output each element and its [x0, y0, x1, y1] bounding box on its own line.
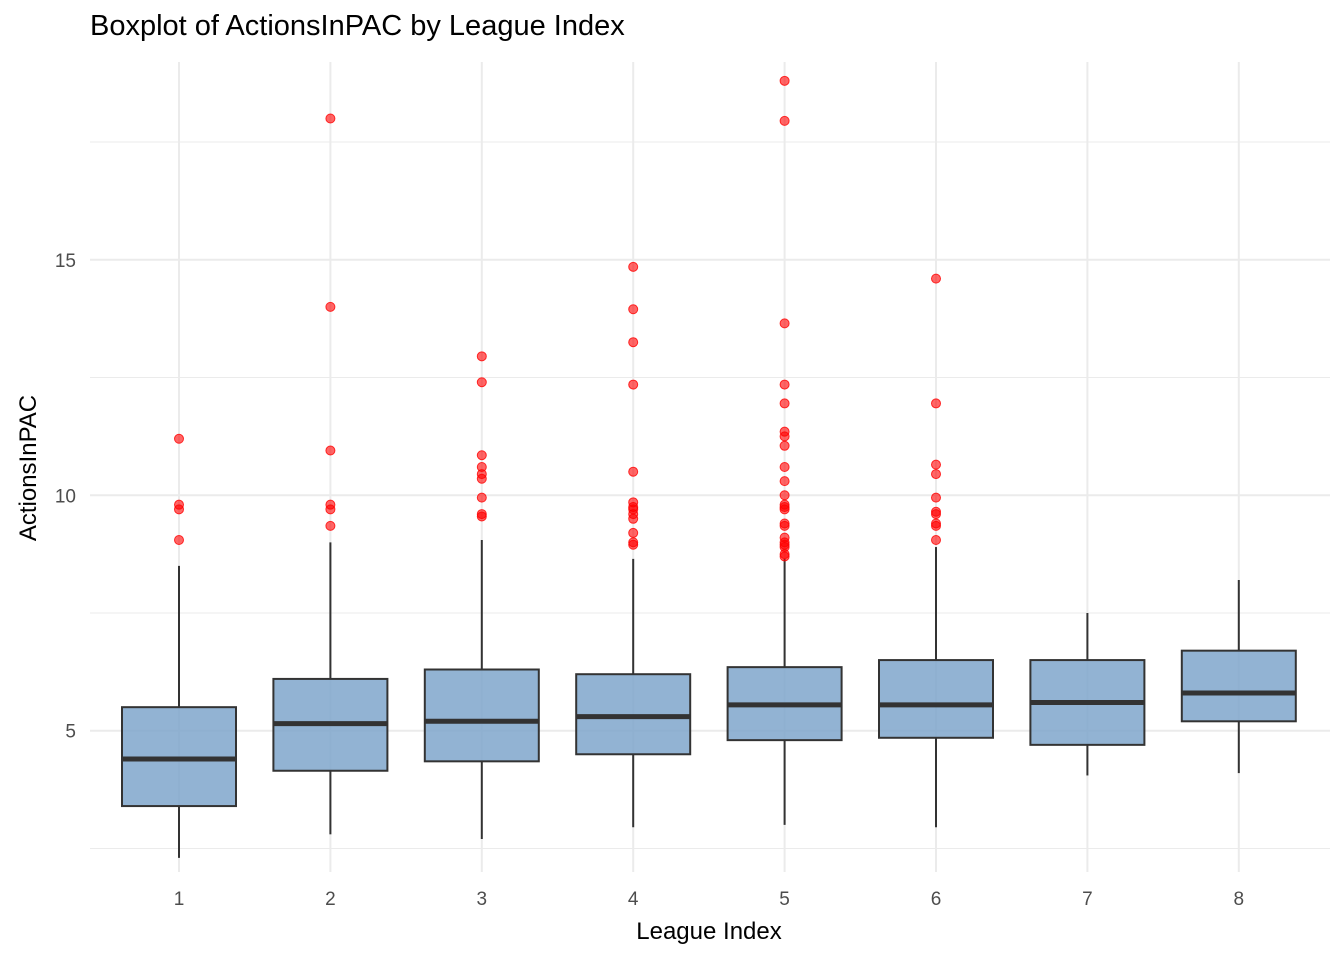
outlier-point — [779, 115, 790, 126]
iqr-box — [878, 659, 994, 739]
outlier-point — [476, 450, 487, 461]
outlier-point — [628, 304, 639, 315]
outlier-point — [779, 75, 790, 86]
x-tick-label: 7 — [1082, 889, 1093, 910]
box-layer — [121, 539, 1297, 858]
outlier-layer — [174, 75, 941, 562]
outlier-point — [931, 459, 941, 470]
box-group — [1029, 612, 1146, 776]
x-tick-label: 8 — [1234, 889, 1245, 910]
box-group — [575, 558, 692, 828]
outlier-point — [628, 527, 639, 538]
outlier-point — [779, 476, 790, 487]
y-tick-label: 5 — [65, 722, 76, 743]
outlier-point — [325, 445, 336, 456]
outlier-point — [628, 337, 639, 348]
tick-layer: 5 10 15 1 2 3 4 5 6 7 8 — [55, 251, 1244, 910]
box-group — [878, 547, 994, 828]
outlier-point — [779, 551, 790, 562]
outlier-point — [174, 504, 184, 515]
outlier-point — [931, 492, 941, 503]
box-group — [121, 565, 237, 858]
outlier-point — [174, 433, 184, 444]
chart-title: Boxplot of ActionsInPAC by League Index — [90, 10, 625, 42]
outlier-point — [476, 351, 487, 362]
outlier-point — [779, 431, 790, 442]
outlier-point — [325, 113, 336, 124]
y-tick-label: 10 — [55, 486, 76, 507]
outlier-point — [476, 511, 487, 522]
outlier-point — [779, 440, 790, 451]
outlier-point — [779, 318, 790, 329]
outlier-point — [476, 473, 487, 484]
x-axis-title: League Index — [636, 918, 781, 945]
outlier-point — [174, 534, 184, 545]
outlier-point — [628, 539, 639, 550]
outlier-point — [931, 273, 941, 284]
outlier-point — [931, 398, 941, 409]
x-tick-label: 2 — [325, 889, 336, 910]
outlier-point — [628, 466, 639, 477]
outlier-point — [931, 469, 941, 480]
outlier-point — [779, 462, 790, 472]
box-group — [272, 542, 389, 835]
outlier-point — [325, 520, 336, 531]
outlier-point — [325, 301, 336, 312]
x-tick-label: 3 — [477, 889, 488, 910]
outlier-point — [779, 398, 790, 409]
outlier-point — [476, 377, 487, 388]
outlier-point — [931, 520, 941, 531]
box-group — [1180, 580, 1297, 774]
iqr-box — [423, 668, 540, 763]
x-tick-label: 5 — [779, 889, 790, 910]
x-tick-label: 6 — [931, 889, 942, 910]
outlier-point — [628, 261, 639, 272]
iqr-box — [1180, 649, 1297, 723]
x-tick-label: 1 — [174, 889, 185, 910]
outlier-point — [628, 513, 639, 524]
x-tick-label: 4 — [628, 889, 639, 910]
box-group — [423, 539, 540, 840]
outlier-point — [628, 379, 639, 390]
y-axis-title: ActionsInPAC — [15, 395, 42, 541]
outlier-point — [779, 520, 790, 531]
outlier-point — [931, 509, 941, 520]
y-tick-label: 15 — [55, 251, 76, 272]
outlier-point — [779, 379, 790, 390]
outlier-point — [325, 504, 336, 515]
outlier-point — [779, 504, 790, 515]
outlier-point — [931, 534, 941, 545]
box-group — [726, 558, 843, 825]
outlier-point — [779, 490, 790, 501]
outlier-point — [476, 492, 487, 503]
